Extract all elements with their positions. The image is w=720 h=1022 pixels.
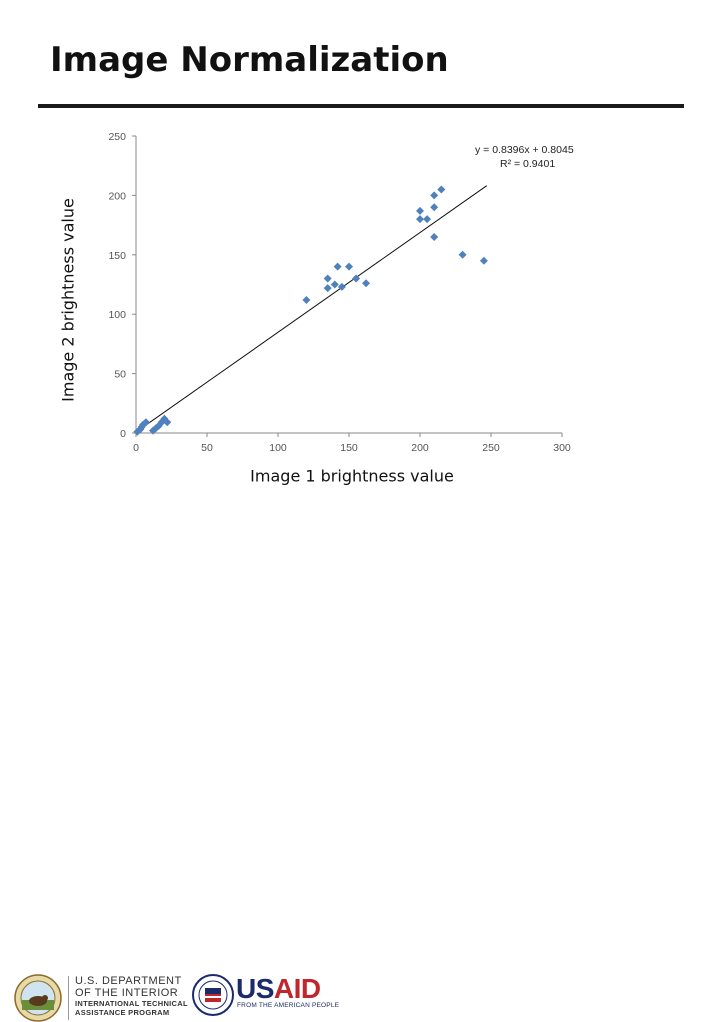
data-point <box>302 295 311 304</box>
data-point <box>430 232 439 241</box>
data-point <box>416 215 424 224</box>
data-point <box>430 191 439 200</box>
chart-tick-labels: 0 50 100 150 200 250 300 0 50 100 150 200 250 <box>108 131 570 454</box>
chart-axes <box>135 136 562 434</box>
x-tick-label: 200 <box>411 442 429 454</box>
y-tick-label: 150 <box>108 250 126 262</box>
x-tick-label: 150 <box>340 442 358 454</box>
data-point <box>362 279 371 288</box>
title-divider <box>38 104 684 108</box>
x-axis-label: Image 1 brightness value <box>250 466 454 486</box>
x-tick-label: 250 <box>482 442 500 454</box>
usaid-us: US <box>236 973 274 1004</box>
footer-divider <box>68 976 69 1020</box>
data-point <box>430 203 439 212</box>
y-tick-label: 0 <box>120 428 126 440</box>
usaid-tagline: FROM THE AMERICAN PEOPLE <box>237 1002 340 1009</box>
doi-line-2: OF THE INTERIOR <box>75 987 179 999</box>
x-tick-label: 50 <box>201 442 213 454</box>
y-tick-label: 200 <box>108 190 126 202</box>
doi-wordmark: U.S. DEPARTMENT OF THE INTERIOR INTERNAT… <box>75 975 188 1017</box>
scatter-chart: 0 50 100 150 200 250 300 0 50 100 150 200 250 <box>108 131 570 454</box>
data-point <box>345 262 353 271</box>
data-point <box>423 215 432 224</box>
footer: U.S. DEPARTMENT OF THE INTERIOR INTERNAT… <box>0 484 720 1022</box>
doi-line-1: U.S. DEPARTMENT <box>75 975 182 987</box>
data-point <box>352 274 361 283</box>
y-axis-label: Image 2 brightness value <box>58 198 78 402</box>
trendline-equation: y = 0.8396x + 0.8045 <box>475 144 574 156</box>
y-tick-label: 100 <box>108 309 126 321</box>
doi-line-4: ASSISTANCE PROGRAM <box>75 1008 170 1017</box>
doi-line-3: INTERNATIONAL TECHNICAL <box>75 999 188 1008</box>
doi-seal-icon <box>14 974 62 1022</box>
y-tick-label: 250 <box>108 131 126 143</box>
data-point <box>330 280 339 289</box>
data-point <box>337 282 346 291</box>
trendline-r2: R² = 0.9401 <box>500 158 556 170</box>
data-point <box>437 185 446 194</box>
data-point <box>323 274 332 283</box>
data-point <box>333 262 342 271</box>
data-point <box>141 418 150 427</box>
usaid-aid: AID <box>273 973 321 1004</box>
data-point <box>479 256 488 265</box>
data-point <box>416 206 424 215</box>
trendline <box>135 185 488 433</box>
data-points <box>133 185 488 436</box>
y-tick-label: 50 <box>114 369 126 381</box>
data-point <box>323 284 332 293</box>
x-tick-label: 300 <box>553 442 571 454</box>
usaid-wordmark: USAID <box>236 974 321 1004</box>
x-tick-label: 100 <box>269 442 287 454</box>
data-point <box>163 418 172 427</box>
slide-title: Image Normalization <box>50 40 449 80</box>
usaid-seal-icon <box>192 974 234 1016</box>
x-tick-label: 0 <box>133 442 139 454</box>
data-point <box>458 250 467 259</box>
